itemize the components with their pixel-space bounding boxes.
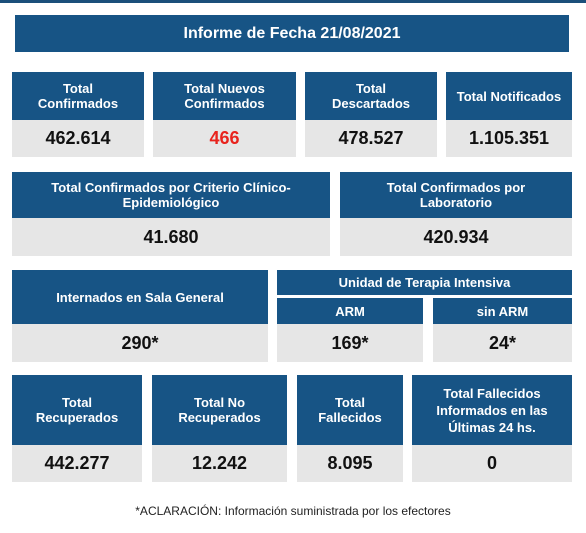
card-label: Total Descartados	[305, 72, 437, 120]
card-label: Total Recuperados	[12, 375, 142, 445]
card-label: ARM	[277, 298, 423, 324]
card-label: Total Confirmados	[12, 72, 144, 120]
card-total-no-recuperados: Total No Recuperados 12.242	[152, 375, 287, 482]
card-confirmados-criterio-clinico: Total Confirmados por Criterio Clínico- …	[12, 172, 330, 256]
card-label: Total Fallecidos Informados en las Últim…	[412, 375, 572, 445]
card-fallecidos-ultimas-24hs: Total Fallecidos Informados en las Últim…	[412, 375, 572, 482]
card-total-confirmados: Total Confirmados 462.614	[12, 72, 144, 157]
card-label: sin ARM	[433, 298, 572, 324]
card-value: 24*	[433, 324, 572, 362]
top-border	[0, 0, 586, 3]
card-value: 8.095	[297, 445, 403, 482]
card-label: Total No Recuperados	[152, 375, 287, 445]
card-value: 442.277	[12, 445, 142, 482]
card-value: 290*	[12, 324, 268, 362]
card-confirmados-laboratorio: Total Confirmados por Laboratorio 420.93…	[340, 172, 572, 256]
card-value: 0	[412, 445, 572, 482]
card-label: Total Fallecidos	[297, 375, 403, 445]
card-label: Total Confirmados por Criterio Clínico- …	[12, 172, 330, 218]
card-total-nuevos-confirmados: Total Nuevos Confirmados 466	[153, 72, 296, 157]
card-label: Total Nuevos Confirmados	[153, 72, 296, 120]
uti-header: Unidad de Terapia Intensiva	[277, 270, 572, 295]
card-value: 12.242	[152, 445, 287, 482]
card-value: 466	[153, 120, 296, 157]
card-total-descartados: Total Descartados 478.527	[305, 72, 437, 157]
card-value: 41.680	[12, 218, 330, 256]
card-total-notificados: Total Notificados 1.105.351	[446, 72, 572, 157]
card-value: 420.934	[340, 218, 572, 256]
card-arm: ARM 169*	[277, 298, 423, 362]
card-value: 169*	[277, 324, 423, 362]
report-title: Informe de Fecha 21/08/2021	[15, 15, 569, 52]
card-label: Total Notificados	[446, 72, 572, 120]
uti-title: Unidad de Terapia Intensiva	[277, 270, 572, 295]
card-total-recuperados: Total Recuperados 442.277	[12, 375, 142, 482]
card-value: 1.105.351	[446, 120, 572, 157]
card-internados-sala-general: Internados en Sala General 290*	[12, 270, 268, 362]
card-sin-arm: sin ARM 24*	[433, 298, 572, 362]
card-label: Internados en Sala General	[12, 270, 268, 324]
card-label: Total Confirmados por Laboratorio	[340, 172, 572, 218]
card-value: 462.614	[12, 120, 144, 157]
aclaracion-note: *ACLARACIÓN: Información suministrada po…	[135, 504, 451, 518]
card-total-fallecidos: Total Fallecidos 8.095	[297, 375, 403, 482]
card-value: 478.527	[305, 120, 437, 157]
